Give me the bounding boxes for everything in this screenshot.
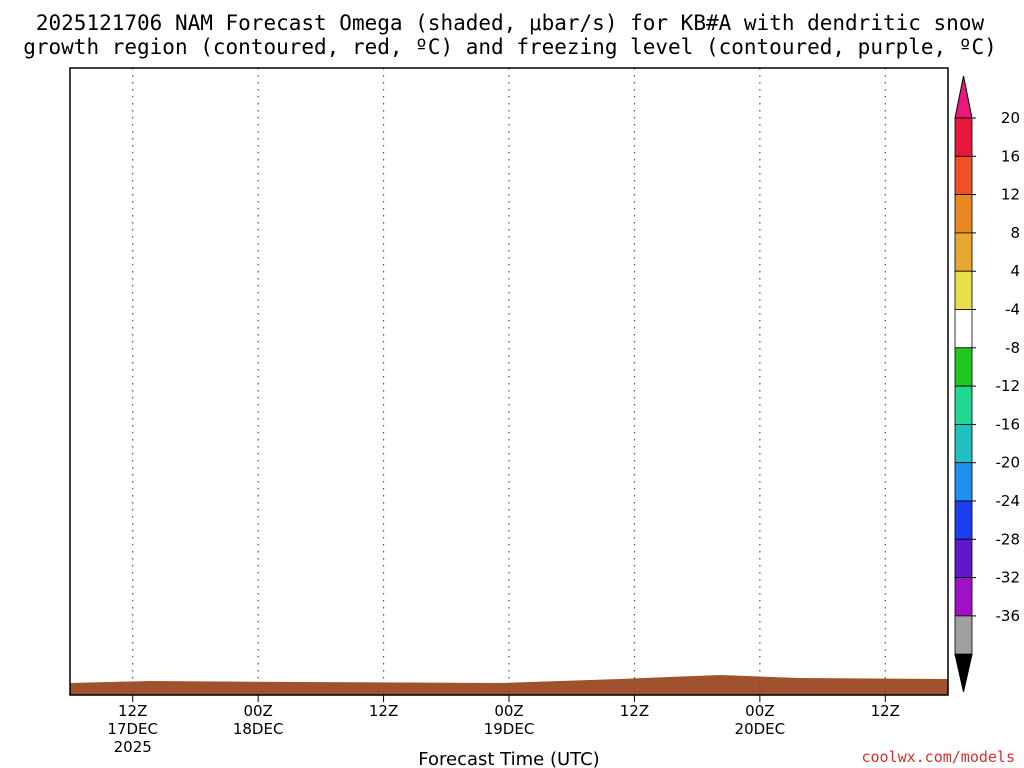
colorbar-top-arrow [954, 75, 973, 119]
x-tick-label-84-0: 12Z [871, 702, 900, 720]
colorbar-label-4: 4 [1010, 262, 1020, 280]
colorbar-label-6: -8 [1005, 339, 1020, 357]
x-tick-label-72-0: 00Z [745, 702, 774, 720]
colorbar-label-2: 12 [1001, 186, 1020, 204]
chart-title-line2: growth region (contoured, red, ºC) and f… [23, 35, 997, 59]
x-tick-label-36-0: 12Z [369, 702, 398, 720]
x-tick-label-60-0: 12Z [620, 702, 649, 720]
grid-lines [132, 68, 886, 695]
colorbar: 20 16 12 8 4 -4 -8 -12 -16 -20 -24 -28 -32 -36 [954, 75, 1021, 693]
colorbar-swatch-11 [954, 538, 973, 578]
colorbar-swatch-9 [954, 462, 973, 502]
site-credit: coolwx.com/models [861, 748, 1015, 766]
colorbar-swatch-4 [954, 270, 973, 310]
colorbar-swatch-13 [954, 615, 973, 655]
colorbar-swatch-1 [954, 155, 973, 196]
colorbar-swatch-5 [954, 309, 973, 349]
colorbar-swatch-6 [954, 347, 973, 387]
x-tick-label-72-1: 20DEC [735, 720, 786, 738]
colorbar-bottom-arrow [954, 653, 973, 693]
colorbar-label-8: -16 [996, 415, 1021, 433]
colorbar-swatch-3 [954, 232, 973, 272]
colorbar-label-3: 8 [1010, 224, 1020, 242]
colorbar-label-11: -28 [996, 530, 1021, 548]
colorbar-swatch-2 [954, 194, 973, 234]
x-tick-label-24-1: 18DEC [233, 720, 284, 738]
colorbar-label-12: -32 [996, 569, 1021, 587]
colorbar-swatch-0 [954, 117, 973, 157]
x-tick-label-48-1: 19DEC [484, 720, 535, 738]
colorbar-label-9: -20 [996, 454, 1021, 472]
chart-title-line1: 2025121706 NAM Forecast Omega (shaded, μ… [36, 11, 985, 35]
colorbar-label-10: -24 [996, 492, 1021, 510]
colorbar-label-13: -36 [996, 607, 1021, 625]
colorbar-label-7: -12 [996, 377, 1021, 395]
x-tick-label-24-0: 00Z [243, 702, 272, 720]
colorbar-label-0: 20 [1001, 109, 1020, 127]
colorbar-label-5: -4 [1005, 301, 1020, 319]
colorbar-swatch-8 [954, 423, 973, 464]
colorbar-label-1: 16 [1001, 147, 1020, 165]
colorbar-swatch-10 [954, 500, 973, 540]
x-tick-label-12-1: 17DEC [107, 720, 158, 738]
colorbar-swatch-12 [954, 577, 973, 617]
colorbar-swatch-7 [954, 385, 973, 425]
x-tick-label-48-0: 00Z [494, 702, 523, 720]
x-tick-label-12-2: 2025 [114, 738, 152, 756]
x-axis-label: Forecast Time (UTC) [418, 749, 599, 768]
x-tick-label-12-0: 12Z [118, 702, 147, 720]
